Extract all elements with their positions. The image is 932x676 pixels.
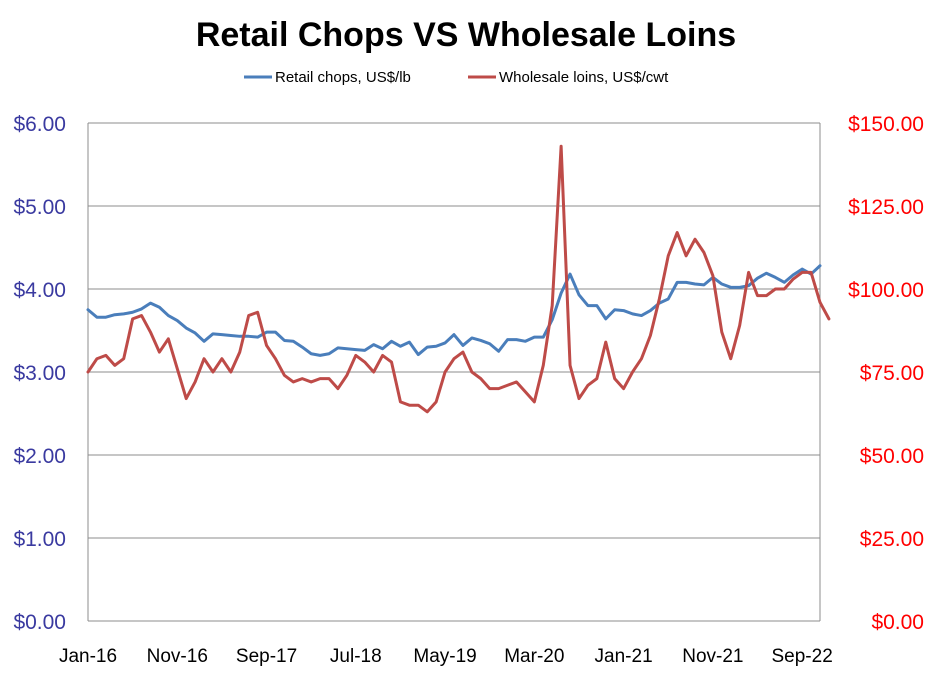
x-tick-label: Jan-16 [59,646,117,667]
left-tick-label: $5.00 [13,196,66,219]
x-tick-label: Sep-17 [236,646,297,667]
x-axis-ticks: Jan-16 Nov-16 Sep-17 Jul-18 May-19 Mar-20 Jan-… [59,646,833,667]
left-tick-label: $1.00 [13,528,66,551]
x-tick-label: Jan-21 [595,646,653,667]
legend-label-wholesale-loins: Wholesale loins, US$/cwt [499,69,669,86]
chart-title: Retail Chops VS Wholesale Loins [196,16,736,54]
series-line-wholesale-loins [86,144,831,414]
x-tick-label: Sep-22 [772,646,833,667]
x-tick-label: Nov-21 [682,646,743,667]
right-tick-label: $0.00 [871,611,924,634]
x-tick-label: Jul-18 [330,646,382,667]
series-line-retail-chops [86,264,822,357]
right-tick-label: $125.00 [848,196,924,219]
right-tick-label: $25.00 [860,528,924,551]
x-tick-label: Mar-20 [504,646,564,667]
left-tick-label: $2.00 [13,445,66,468]
right-tick-label: $100.00 [848,279,924,302]
legend-label-retail-chops: Retail chops, US$/lb [275,69,411,86]
right-tick-label: $50.00 [860,445,924,468]
gridlines [88,122,820,539]
left-tick-label: $3.00 [13,362,66,385]
left-tick-label: $4.00 [13,279,66,302]
left-y-axis-ticks: $0.00 $1.00 $2.00 $3.00 $4.00 $5.00 $6.00 [13,113,66,634]
x-tick-label: May-19 [413,646,476,667]
series [86,144,831,414]
x-tick-label: Nov-16 [147,646,208,667]
right-tick-label: $75.00 [860,362,924,385]
left-tick-label: $0.00 [13,611,66,634]
right-y-axis-ticks: $0.00 $25.00 $50.00 $75.00 $100.00 $125.00 $15… [848,113,924,634]
right-tick-label: $150.00 [848,113,924,136]
legend: Retail chops, US$/lb Wholesale loins, US… [244,69,669,86]
left-tick-label: $6.00 [13,113,66,136]
